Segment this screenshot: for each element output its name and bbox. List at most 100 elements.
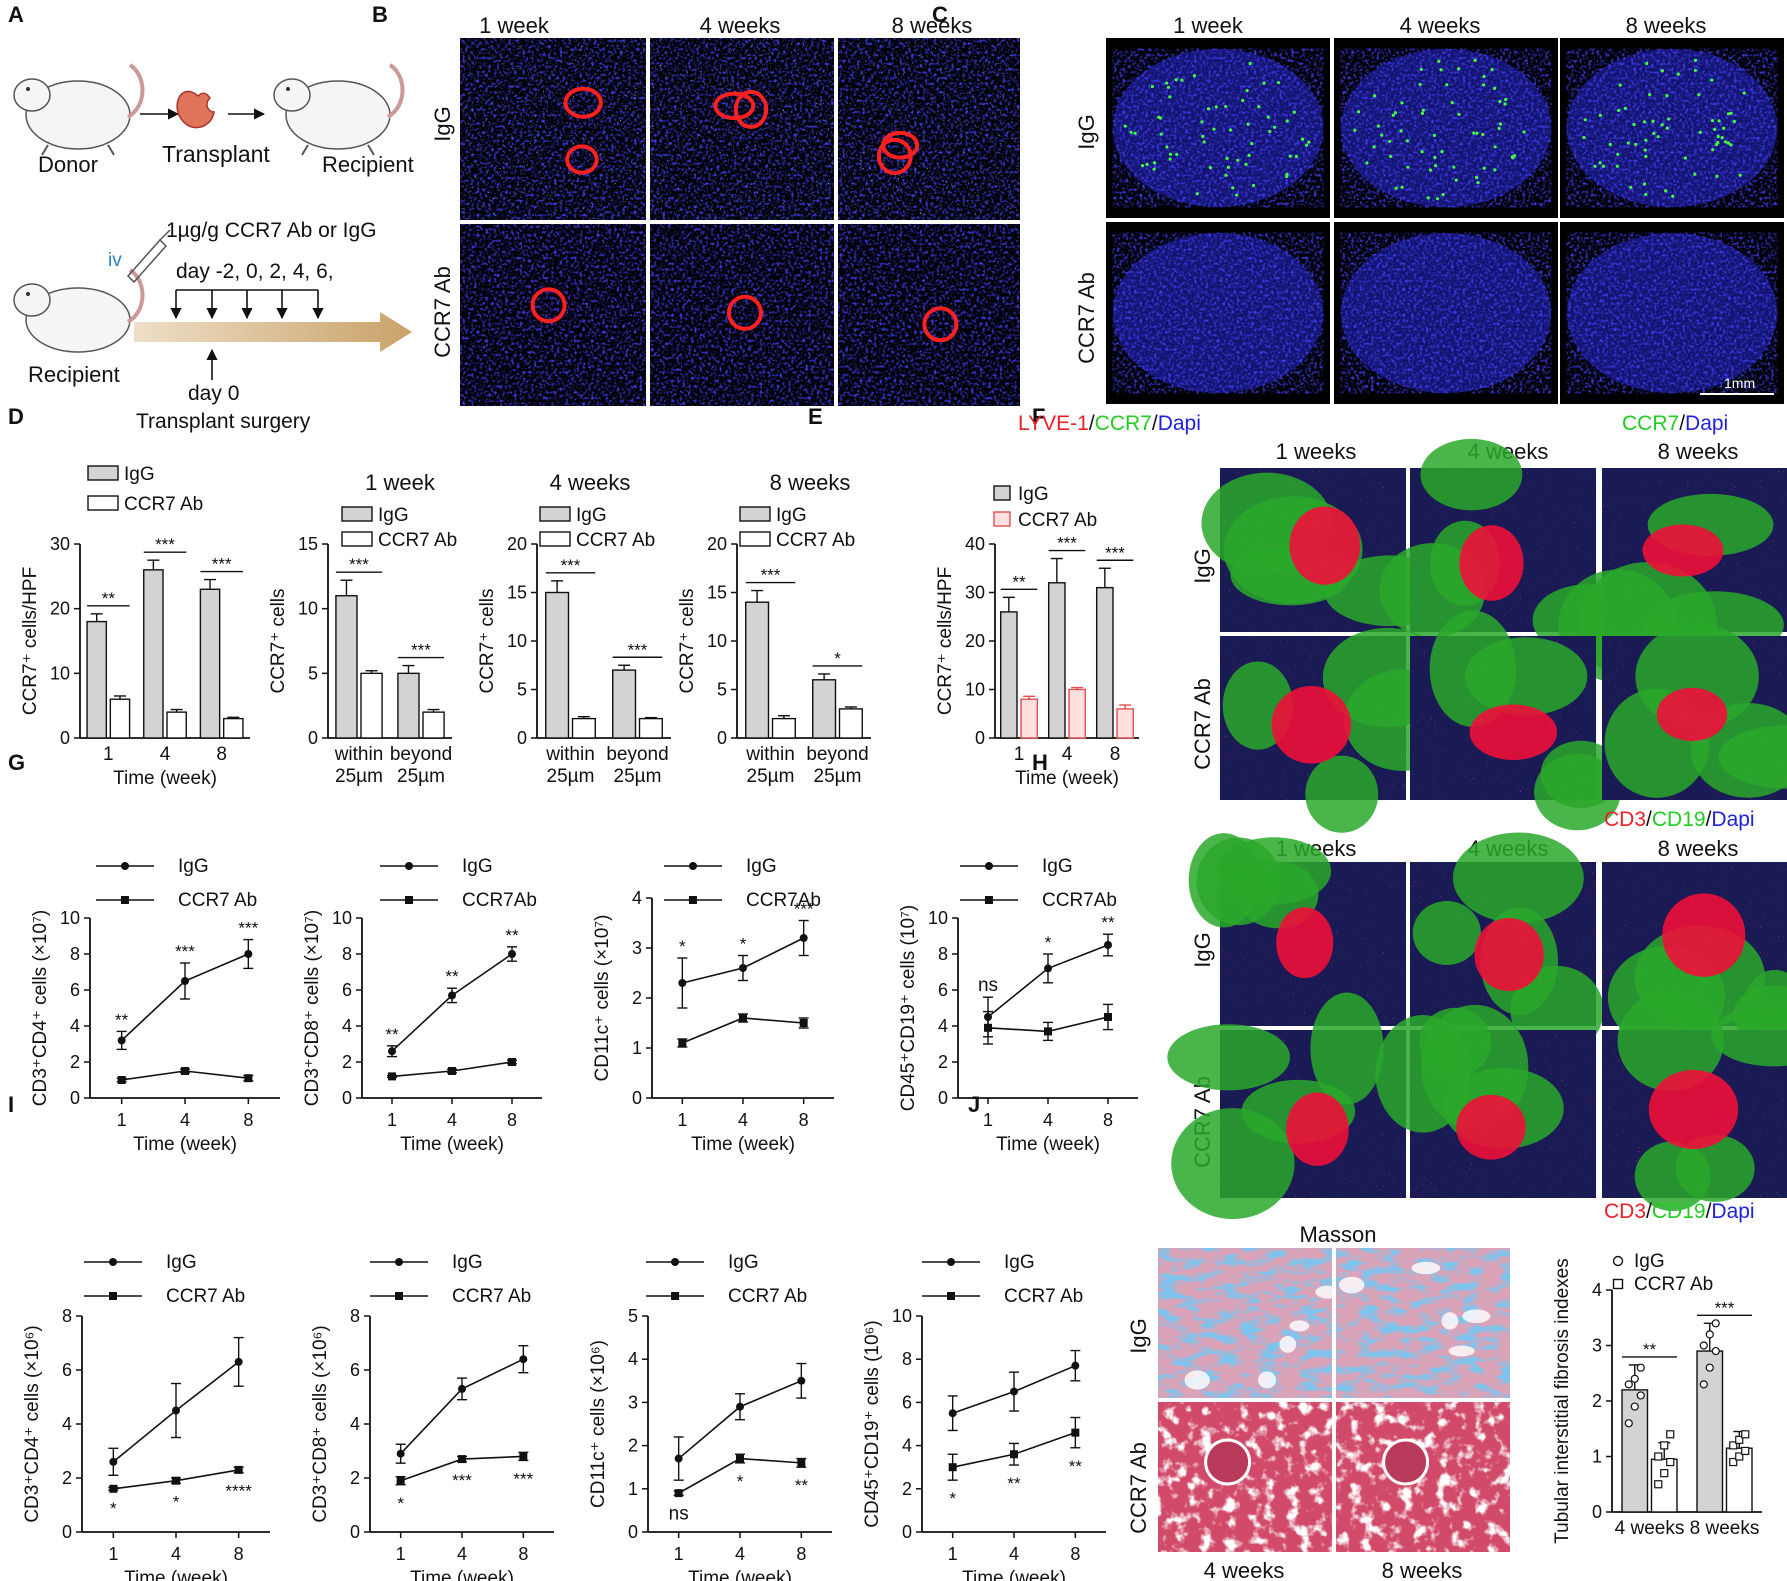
legend-marker bbox=[671, 1292, 679, 1300]
y-tick-label: 10 bbox=[332, 908, 352, 928]
y-tick-label: 5 bbox=[517, 680, 527, 700]
bar bbox=[109, 698, 131, 739]
y-tick-label: 15 bbox=[707, 583, 727, 603]
y-axis-label: CD3⁺CD8⁺ cells (×10⁷) bbox=[302, 910, 323, 1106]
sig-label: *** bbox=[452, 1471, 472, 1490]
chart-title: 8 weeks bbox=[770, 470, 851, 495]
y-axis-label: CD11c⁺ cells (×10⁷) bbox=[592, 914, 613, 1081]
days-label: day -2, 0, 2, 4, 6, bbox=[176, 260, 334, 283]
panel-c-image-igg-2 bbox=[1334, 38, 1558, 218]
y-tick-label: 4 bbox=[938, 1016, 948, 1036]
legend-label: CCR7Ab bbox=[462, 890, 537, 911]
legend-marker bbox=[947, 1292, 955, 1300]
panel-c-image-grid bbox=[1106, 38, 1784, 404]
data-point bbox=[109, 1484, 118, 1493]
bar bbox=[1116, 708, 1135, 739]
bar bbox=[571, 717, 596, 739]
panel-h-stain-legend: CD3/CD19/Dapi bbox=[1604, 1200, 1755, 1223]
panel-h-row-header-1: IgG bbox=[1190, 932, 1215, 967]
legend-marker bbox=[121, 862, 129, 870]
panel-b-image-ab-2 bbox=[650, 224, 834, 406]
y-tick-label: 8 bbox=[70, 944, 80, 964]
y-axis-label: CD11c⁺ cells (×10⁶) bbox=[588, 1340, 609, 1508]
legend-label: CCR7 Ab bbox=[1004, 1286, 1083, 1307]
data-point bbox=[948, 1463, 957, 1472]
data-point bbox=[458, 1384, 466, 1393]
data-point bbox=[797, 1376, 806, 1385]
data-point bbox=[117, 1036, 126, 1045]
y-tick-label: 3 bbox=[628, 1392, 638, 1412]
legend-marker bbox=[405, 862, 413, 870]
legend-label: CCR7 Ab bbox=[178, 890, 257, 911]
y-tick-label: 10 bbox=[928, 908, 948, 928]
sig-label: *** bbox=[794, 900, 814, 919]
panel-h-image-grid bbox=[1167, 832, 1787, 1220]
panel-j-image-ab-1 bbox=[1158, 1402, 1332, 1552]
panel-label-g: G bbox=[8, 750, 25, 775]
legend-label: IgG bbox=[776, 505, 807, 526]
y-tick-label: 4 bbox=[342, 1016, 352, 1036]
data-point bbox=[396, 1476, 405, 1485]
legend-marker bbox=[109, 1258, 117, 1266]
data-point bbox=[739, 1014, 747, 1022]
x-tick-label: 8 weeks bbox=[1690, 1518, 1760, 1539]
data-point bbox=[674, 1489, 683, 1498]
panel-j-image-ab-2 bbox=[1336, 1402, 1510, 1552]
y-tick-label: 6 bbox=[62, 1360, 72, 1380]
bar bbox=[745, 601, 770, 739]
panel-c-image-ab-2 bbox=[1334, 222, 1558, 404]
bar bbox=[360, 672, 383, 739]
y-tick-label: 0 bbox=[308, 728, 318, 748]
y-tick-label: 10 bbox=[707, 631, 727, 651]
x-tick-label: 25µm bbox=[814, 766, 862, 787]
bar bbox=[199, 588, 221, 739]
legend-label: CCR7 Ab bbox=[728, 1286, 807, 1307]
panel-h-image-ab-2 bbox=[1375, 1004, 1596, 1198]
panel-j-masson: Masson IgG CCR7 Ab 4 weeks 8 weeks bbox=[1126, 1222, 1510, 1581]
sig-label: ** bbox=[795, 1476, 809, 1495]
legend-swatch bbox=[539, 506, 571, 522]
y-tick-label: 8 bbox=[342, 944, 352, 964]
y-tick-label: 4 bbox=[628, 1349, 638, 1369]
data-point bbox=[1071, 1428, 1080, 1437]
sig-label: * bbox=[110, 1499, 117, 1518]
y-tick-label: 30 bbox=[50, 534, 70, 554]
data-point bbox=[508, 1058, 516, 1066]
sig-label: *** bbox=[175, 942, 195, 961]
sig-label: ** bbox=[115, 1010, 129, 1029]
data-point bbox=[388, 1047, 396, 1056]
chart-g1: 0 2 4 6 8 10 CD3⁺CD4⁺ cells (×10⁷) 1 4 8 Time (wee… bbox=[30, 856, 280, 1155]
data-point bbox=[1699, 1380, 1708, 1389]
data-point bbox=[1729, 1441, 1738, 1450]
panel-b-image-igg-2 bbox=[650, 38, 834, 220]
data-point bbox=[519, 1355, 528, 1364]
legend-swatch bbox=[341, 506, 373, 522]
legend-marker bbox=[109, 1292, 117, 1300]
sig-label: * bbox=[173, 1492, 180, 1511]
panel-a-schematic: Donor Transplant Recipient iv 1µg/g CCR7… bbox=[13, 63, 414, 433]
legend-label: IgG bbox=[576, 505, 607, 526]
panel-label-f: F bbox=[1032, 404, 1045, 429]
data-point bbox=[1654, 1452, 1663, 1461]
data-point bbox=[234, 1465, 243, 1474]
panel-j-col-header-2: 8 weeks bbox=[1382, 1558, 1463, 1581]
panel-b-image-igg-1 bbox=[460, 38, 646, 220]
chart-e: 0 10 20 30 40 CCR7⁺ cells/HPF ** 1 *** 4 *** 8 Time … bbox=[935, 484, 1139, 789]
x-tick-label: beyond bbox=[606, 744, 668, 765]
sig-label: ** bbox=[102, 589, 116, 608]
y-tick-label: 8 bbox=[350, 1306, 360, 1326]
x-tick-label: beyond bbox=[806, 744, 868, 765]
chart-title: 1 week bbox=[365, 470, 436, 495]
panel-c-col-header-1: 1 week bbox=[1173, 13, 1244, 38]
sig-label: *** bbox=[513, 1469, 533, 1488]
data-point bbox=[109, 1457, 118, 1466]
bar bbox=[143, 569, 164, 739]
data-point bbox=[1735, 1452, 1744, 1461]
x-axis-label: Time (week) bbox=[691, 1134, 795, 1155]
y-axis-label: CD3⁺CD8⁺ cells (×10⁶) bbox=[310, 1325, 331, 1522]
legend-label: CCR7 Ab bbox=[124, 494, 203, 515]
y-tick-label: 4 bbox=[632, 888, 642, 908]
